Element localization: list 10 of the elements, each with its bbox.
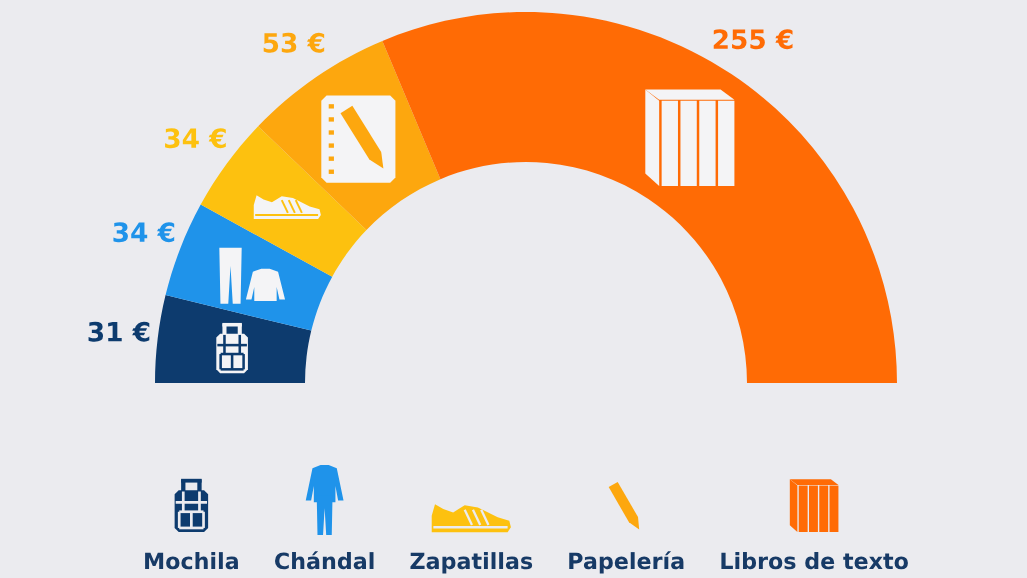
data-label: 34 € [165, 128, 226, 149]
legend-label: Zapatillas [410, 552, 533, 574]
data-label: 255 € [713, 29, 793, 50]
legend-label: Mochila [145, 552, 238, 570]
legend-label: Chándal [275, 551, 374, 570]
legend-label: Libros de texto [721, 552, 908, 570]
data-label: 31 € [88, 321, 150, 342]
legend-label: Papelería [569, 551, 684, 574]
data-label: 34 € [113, 222, 175, 243]
data-label: 53 € [263, 32, 325, 53]
